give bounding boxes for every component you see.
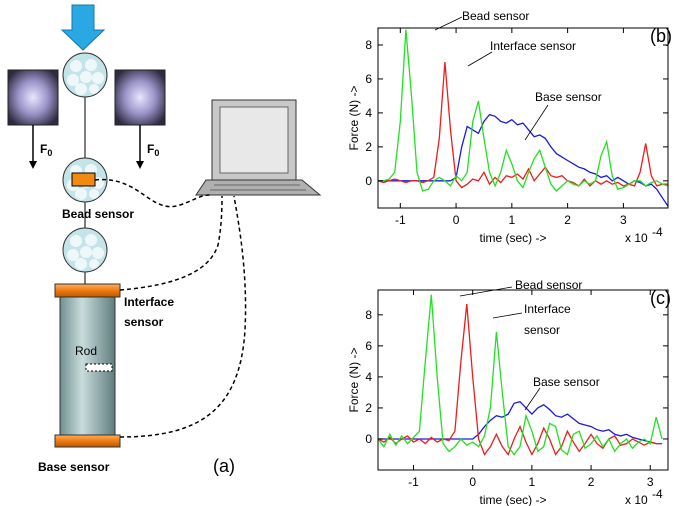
interface-plate	[54, 283, 121, 298]
x-multiplier: x 10	[625, 231, 648, 245]
interface-label: Interface	[124, 295, 174, 309]
x-multiplier-exponent: -4	[652, 225, 663, 239]
bead-sensor-label: Bead sensor	[62, 207, 134, 221]
panel-label: (b)	[650, 26, 672, 46]
x-multiplier: x 10	[625, 493, 648, 506]
force-subscript: 0	[154, 148, 159, 158]
y-tick-label: 0	[365, 174, 372, 188]
annotation-leader	[434, 16, 463, 31]
rod-label: Rod	[75, 344, 97, 358]
laptop-display	[219, 106, 289, 174]
plot-area	[378, 290, 668, 470]
force-symbol: F	[147, 142, 154, 156]
panel-label: (a)	[213, 456, 235, 476]
annotation: Bead sensor	[515, 278, 582, 292]
ball	[62, 52, 108, 98]
force-arrow-head	[29, 161, 37, 169]
y-tick-label: 2	[365, 401, 372, 415]
y-tick-label: 4	[365, 106, 372, 120]
bead-sensor-chip	[71, 172, 96, 187]
cable	[94, 178, 211, 208]
force-subscript: 0	[47, 148, 52, 158]
diagram: F0 F0 Rod Bead sensor Interface sensor B…	[7, 4, 322, 476]
series-line	[378, 294, 663, 456]
series-line	[378, 303, 663, 456]
interface-label: sensor	[124, 315, 164, 329]
y-tick-label: 6	[365, 72, 372, 86]
force-label: F0	[40, 142, 52, 158]
base-sensor-label: Base sensor	[38, 460, 110, 474]
panel-label: (c)	[650, 288, 671, 308]
annotation: Interface sensor	[490, 39, 576, 53]
cable	[119, 195, 223, 291]
annotation: Base sensor	[535, 90, 602, 104]
plot-frame	[377, 289, 669, 471]
x-tick-label: 3	[647, 475, 654, 489]
annotation-leader	[459, 286, 513, 297]
y-tick-label: 0	[365, 432, 372, 446]
x-tick-label: 1	[509, 213, 516, 227]
annotation-leader	[524, 104, 549, 141]
annotation: sensor	[524, 323, 560, 337]
x-multiplier-exponent: -4	[652, 487, 663, 501]
x-tick-label: 3	[620, 213, 627, 227]
laptop-base	[195, 179, 322, 196]
annotation-leader	[524, 387, 541, 411]
rod-notch	[85, 363, 113, 372]
x-tick-label: 2	[564, 213, 571, 227]
mass-left	[7, 69, 59, 126]
x-tick-label: 0	[469, 475, 476, 489]
x-axis-label: time (sec) ->	[479, 493, 546, 506]
series-line	[378, 29, 668, 192]
y-tick-label: 2	[365, 140, 372, 154]
x-axis-label: time (sec) ->	[479, 231, 546, 245]
y-axis-label: Force (N) ->	[347, 347, 361, 412]
x-tick-label: -1	[408, 475, 419, 489]
y-axis-label: Force (N) ->	[347, 85, 361, 150]
load-arrow	[60, 4, 106, 51]
series-line	[378, 61, 668, 189]
force-arrow-head	[136, 161, 144, 169]
x-tick-label: -1	[395, 213, 406, 227]
annotation: Interface	[524, 302, 571, 316]
force-symbol: F	[40, 142, 47, 156]
annotation: Bead sensor	[462, 9, 529, 23]
mass-right	[114, 69, 166, 126]
x-tick-label: 1	[529, 475, 536, 489]
plot-frame	[377, 27, 669, 209]
annotation-leader	[467, 51, 493, 67]
y-tick-label: 8	[365, 308, 372, 322]
annotation-leader	[492, 312, 523, 319]
y-tick-label: 4	[365, 370, 372, 384]
x-tick-label: 2	[588, 475, 595, 489]
base-plate	[54, 434, 121, 448]
x-tick-label: 0	[453, 213, 460, 227]
force-label: F0	[147, 142, 159, 158]
ball	[62, 227, 108, 273]
annotation: Base sensor	[533, 375, 600, 389]
series-line	[378, 400, 663, 445]
cable	[119, 195, 247, 438]
y-tick-label: 8	[365, 38, 372, 52]
y-tick-label: 6	[365, 339, 372, 353]
